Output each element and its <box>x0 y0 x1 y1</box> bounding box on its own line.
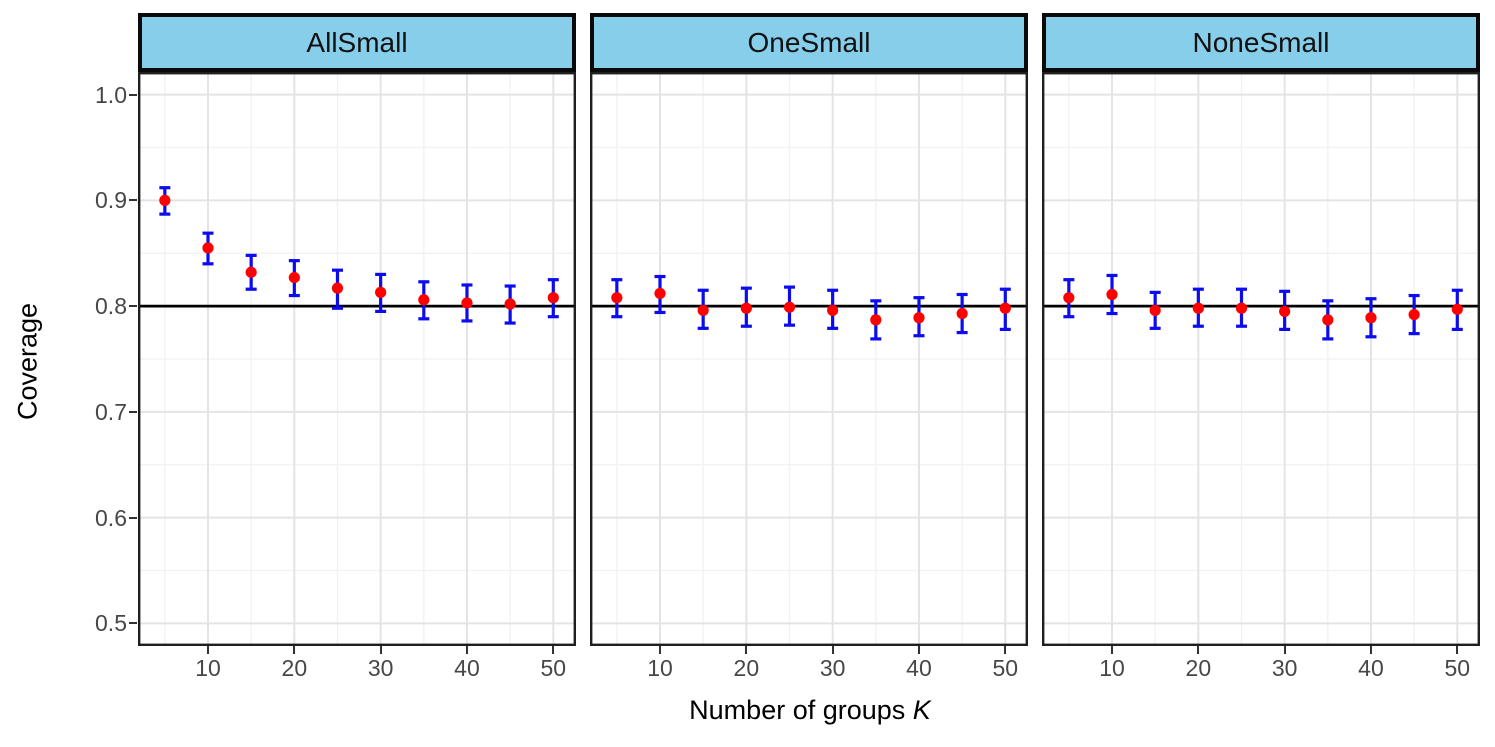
facet-strip-label: AllSmall <box>306 26 408 58</box>
errorbar-point-k40 <box>913 296 925 338</box>
x-tick-label: 30 <box>1271 655 1298 681</box>
facet-panel-onesmall <box>590 72 1028 646</box>
errorbar-point-k5 <box>611 278 623 319</box>
y-tick-label: 0.6 <box>95 504 127 531</box>
y-tick-label: 0.7 <box>95 398 127 425</box>
errorbar-point-k5 <box>1063 278 1075 319</box>
errorbar-point-k45 <box>1408 293 1420 336</box>
facet-panel-allsmall <box>138 72 576 646</box>
errorbar-point-k10 <box>654 274 666 315</box>
x-axis-title: Number of groups K <box>0 695 1495 726</box>
y-tick-label: 0.8 <box>95 293 127 320</box>
x-tick-label: 40 <box>1358 655 1384 681</box>
errorbar-point-k35 <box>870 299 882 341</box>
errorbar-point-k20 <box>1192 287 1204 328</box>
errorbar-point-k30 <box>1279 289 1291 331</box>
y-tick-label: 0.5 <box>95 610 127 637</box>
x-tick-mark <box>1283 646 1286 654</box>
y-tick-mark <box>129 622 137 625</box>
x-tick-label: 40 <box>454 655 480 681</box>
x-tick-mark <box>831 646 834 654</box>
x-tick-label: 40 <box>906 655 932 681</box>
errorbar-point-k5 <box>159 186 171 216</box>
x-tick-mark <box>659 646 661 654</box>
errorbar-point-k25 <box>783 285 796 327</box>
x-tick-mark <box>1111 646 1113 654</box>
x-tick-label: 50 <box>1444 655 1471 681</box>
facet-strip-label: NoneSmall <box>1192 26 1330 58</box>
x-axis-title-variable: K <box>912 695 931 725</box>
y-tick-label: 1.0 <box>95 81 127 108</box>
errorbar-point-k35 <box>418 280 430 321</box>
errorbar-point-k10 <box>202 231 214 266</box>
facet-strip-allsmall: AllSmall <box>138 13 576 72</box>
y-tick-mark <box>129 199 137 202</box>
y-tick-mark <box>129 516 137 519</box>
errorbar-point-k40 <box>461 283 473 323</box>
errorbar-point-k40 <box>1365 297 1377 339</box>
y-tick-mark <box>129 410 137 413</box>
errorbar-point-k30 <box>827 288 839 330</box>
errorbar-point-k45 <box>504 284 516 325</box>
x-tick-label: 50 <box>540 655 567 681</box>
errorbar-point-k20 <box>740 286 752 328</box>
y-tick-label: 0.9 <box>95 187 127 214</box>
x-tick-mark <box>293 646 296 654</box>
x-tick-mark <box>745 646 748 654</box>
x-tick-mark <box>552 646 555 654</box>
x-tick-label: 30 <box>367 655 394 681</box>
x-tick-label: 20 <box>733 655 760 681</box>
errorbar-point-k50 <box>547 278 559 319</box>
errorbar-point-k50 <box>999 287 1011 331</box>
facet-strip-nonesmall: NoneSmall <box>1042 13 1480 72</box>
errorbar-point-k30 <box>375 272 387 314</box>
x-tick-mark <box>1004 646 1007 654</box>
errorbar-point-k45 <box>956 292 968 335</box>
x-tick-mark <box>917 646 920 654</box>
errorbar-point-k35 <box>1322 299 1334 341</box>
x-tick-mark <box>379 646 382 654</box>
y-axis-title: Coverage <box>12 302 43 421</box>
errorbar-point-k20 <box>288 259 300 298</box>
x-axis-title-text: Number of groups <box>689 695 906 725</box>
y-tick-mark <box>129 93 137 96</box>
x-tick-label: 30 <box>819 655 846 681</box>
x-tick-mark <box>1369 646 1372 654</box>
x-tick-label: 10 <box>195 655 221 681</box>
errorbar-point-k15 <box>245 253 257 291</box>
x-tick-label: 10 <box>647 655 673 681</box>
facet-panel-nonesmall <box>1042 72 1480 646</box>
x-tick-label: 10 <box>1099 655 1125 681</box>
x-tick-label: 20 <box>281 655 308 681</box>
errorbar-point-k25 <box>331 268 344 310</box>
y-tick-mark <box>129 305 137 308</box>
x-tick-mark <box>465 646 468 654</box>
errorbar-point-k15 <box>1149 290 1161 330</box>
errorbar-point-k25 <box>1235 287 1248 328</box>
x-tick-label: 20 <box>1185 655 1212 681</box>
errorbar-point-k10 <box>1106 273 1118 316</box>
x-tick-mark <box>1456 646 1459 654</box>
errorbar-point-k50 <box>1451 288 1463 331</box>
x-tick-mark <box>1197 646 1200 654</box>
x-tick-mark <box>207 646 209 654</box>
errorbar-point-k15 <box>697 288 709 330</box>
facet-strip-onesmall: OneSmall <box>590 13 1028 72</box>
x-tick-label: 50 <box>992 655 1019 681</box>
facet-strip-label: OneSmall <box>747 26 871 58</box>
